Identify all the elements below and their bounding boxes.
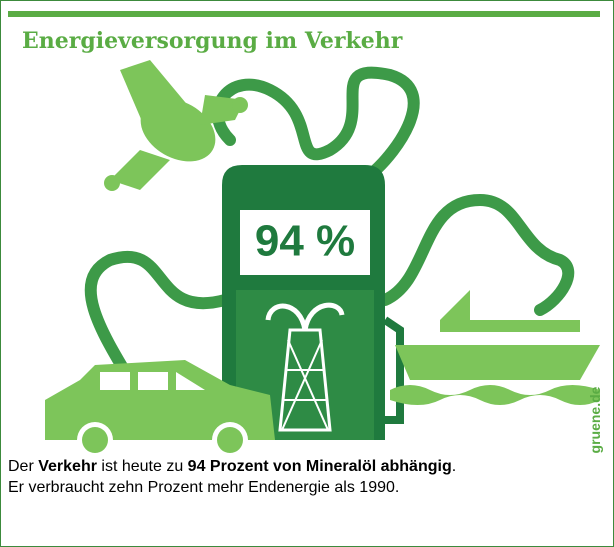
caption-line: Er verbraucht zehn Prozent mehr Endenerg… bbox=[8, 479, 399, 497]
ship bbox=[390, 290, 600, 405]
caption-text: Der bbox=[8, 458, 38, 475]
caption-bold: Verkehr bbox=[38, 458, 97, 475]
caption-text: . bbox=[452, 458, 456, 475]
top-bar bbox=[8, 11, 600, 17]
infographic: Energieversorgung im Verkehr 94 % bbox=[0, 0, 614, 460]
caption-bold: 94 Prozent von Mineralöl abhängig bbox=[188, 458, 452, 475]
caption-line: Der Verkehr ist heute zu 94 Prozent von … bbox=[8, 458, 456, 476]
percentage: 94 % bbox=[255, 217, 355, 266]
source: gruene.de bbox=[587, 386, 603, 453]
caption-text: ist heute zu bbox=[97, 458, 188, 475]
page: Energieversorgung im Verkehr 94 % bbox=[0, 0, 614, 547]
title: Energieversorgung im Verkehr bbox=[22, 28, 403, 54]
